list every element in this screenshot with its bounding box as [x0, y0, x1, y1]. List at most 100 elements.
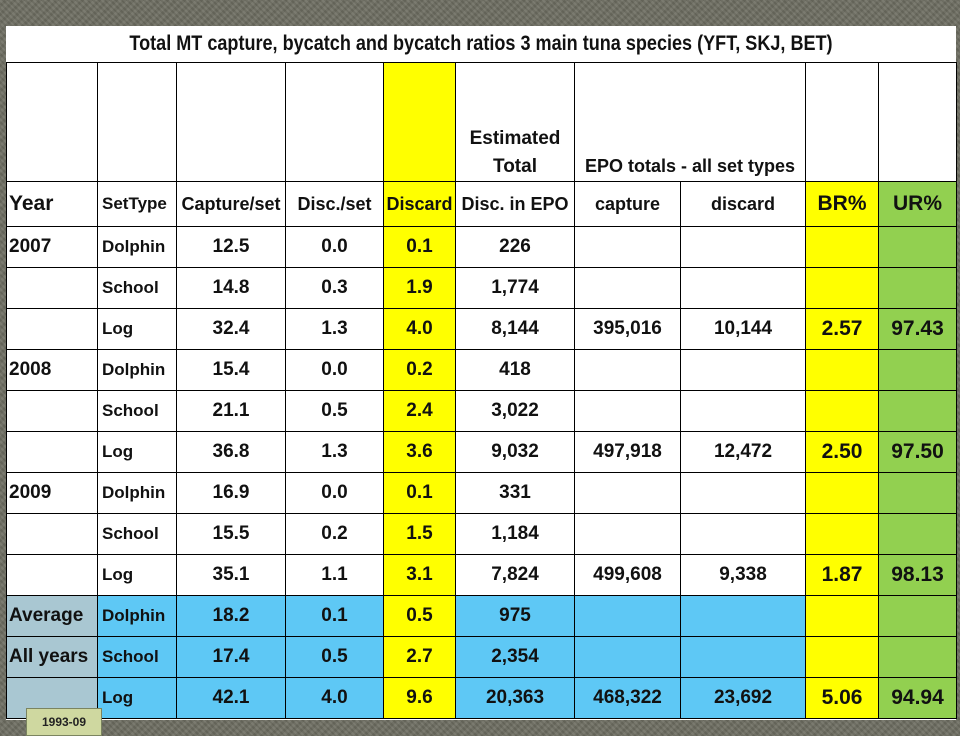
cell-capture-set: 18.2: [176, 595, 286, 637]
cell-epo-capture: 468,322: [574, 677, 681, 719]
cell-disc-epo: 7,824: [455, 554, 575, 596]
cell-br: [805, 267, 880, 309]
cell-epo-capture: [574, 636, 681, 678]
cell-disc-set: 1.3: [285, 308, 384, 350]
cell-settype: School: [97, 267, 177, 309]
header-estimated-total: Estimated Total: [455, 62, 575, 182]
cell-ur: [878, 472, 958, 514]
cell-disc-set: 4.0: [285, 677, 384, 719]
cell-epo-discard: 23,692: [679, 677, 807, 719]
header-ur: UR%: [878, 181, 958, 227]
cell-ur: 97.50: [878, 431, 958, 473]
cell-disc-set: 0.1: [285, 595, 384, 637]
cell-pct-discard: 0.1: [383, 226, 456, 268]
cell-epo-discard: [679, 472, 807, 514]
cell-epo-capture: [574, 513, 681, 555]
cell-br: 5.06: [805, 677, 880, 719]
cell-pct-discard: 2.7: [383, 636, 456, 678]
cell-br: 2.57: [805, 308, 880, 350]
cell-settype: Log: [97, 308, 177, 350]
header-estimated-line2: Total: [493, 156, 537, 177]
cell-br: [805, 226, 880, 268]
header-row-top: Estimated Total EPO totals - all set typ…: [6, 62, 958, 182]
header-row: Year SetType Capture/set Disc./set % Dis…: [6, 181, 958, 227]
cell-pct-discard: 0.5: [383, 595, 456, 637]
header-blank-year: [6, 62, 98, 182]
cell-year: [6, 513, 98, 555]
cell-ur: [878, 349, 958, 391]
cell-disc-set: 0.5: [285, 636, 384, 678]
cell-settype: Log: [97, 677, 177, 719]
cell-ur: 98.13: [878, 554, 958, 596]
cell-disc-epo: 1,774: [455, 267, 575, 309]
cell-ur: 97.43: [878, 308, 958, 350]
cell-disc-epo: 331: [455, 472, 575, 514]
table-row: Average Dolphin 18.2 0.1 0.5 975: [6, 595, 958, 637]
cell-disc-epo: 226: [455, 226, 575, 268]
cell-disc-epo: 418: [455, 349, 575, 391]
cell-capture-set: 36.8: [176, 431, 286, 473]
cell-settype: Dolphin: [97, 595, 177, 637]
cell-disc-set: 0.0: [285, 226, 384, 268]
table-row: School 15.5 0.2 1.5 1,184: [6, 513, 958, 555]
cell-disc-set: 0.5: [285, 390, 384, 432]
cell-disc-epo: 8,144: [455, 308, 575, 350]
cell-br: [805, 349, 880, 391]
cell-br: 1.87: [805, 554, 880, 596]
cell-pct-discard: 0.1: [383, 472, 456, 514]
cell-year: [6, 554, 98, 596]
cell-epo-discard: [679, 595, 807, 637]
cell-epo-capture: [574, 349, 681, 391]
cell-epo-capture: [574, 226, 681, 268]
header-pct-top: [383, 62, 456, 182]
cell-settype: Dolphin: [97, 226, 177, 268]
table-row: All years School 17.4 0.5 2.7 2,354: [6, 636, 958, 678]
cell-epo-discard: 9,338: [679, 554, 807, 596]
cell-pct-discard: 3.6: [383, 431, 456, 473]
header-capture: capture: [574, 181, 681, 227]
header-estimated-line1: Estimated: [469, 128, 561, 149]
cell-br: [805, 636, 880, 678]
cell-epo-capture: 395,016: [574, 308, 681, 350]
table-row: Log 32.4 1.3 4.0 8,144 395,016 10,144 2.57 97.43: [6, 308, 958, 350]
cell-settype: School: [97, 636, 177, 678]
header-epo-totals: EPO totals - all set types: [573, 62, 807, 182]
cell-capture-set: 12.5: [176, 226, 286, 268]
cell-epo-discard: 10,144: [679, 308, 807, 350]
cell-capture-set: 42.1: [176, 677, 286, 719]
cell-disc-epo: 975: [455, 595, 575, 637]
table-row: Log 35.1 1.1 3.1 7,824 499,608 9,338 1.87 98.13: [6, 554, 958, 596]
cell-br: [805, 595, 880, 637]
cell-disc-set: 1.1: [285, 554, 384, 596]
cell-capture-set: 15.5: [176, 513, 286, 555]
cell-epo-discard: [679, 349, 807, 391]
header-br: BR%: [805, 181, 880, 227]
cell-pct-discard: 4.0: [383, 308, 456, 350]
cell-br: [805, 390, 880, 432]
cell-year: [6, 267, 98, 309]
cell-year: 2008: [6, 349, 98, 391]
table-row: Log 42.1 4.0 9.6 20,363 468,322 23,692 5.06 94.9…: [6, 677, 958, 719]
header-settype: SetType: [97, 181, 177, 227]
cell-pct-discard: 1.9: [383, 267, 456, 309]
cell-settype: Log: [97, 431, 177, 473]
cell-year: [6, 431, 98, 473]
cell-epo-discard: [679, 513, 807, 555]
cell-disc-set: 0.2: [285, 513, 384, 555]
cell-epo-discard: [679, 636, 807, 678]
header-blank-settype: [97, 62, 177, 182]
cell-disc-epo: 2,354: [455, 636, 575, 678]
cell-year: [6, 308, 98, 350]
cell-disc-set: 1.3: [285, 431, 384, 473]
cell-pct-discard: 3.1: [383, 554, 456, 596]
header-year: Year: [6, 181, 98, 227]
cell-br: [805, 472, 880, 514]
cell-br: [805, 513, 880, 555]
cell-pct-discard: 2.4: [383, 390, 456, 432]
cell-pct-discard: 0.2: [383, 349, 456, 391]
cell-epo-capture: [574, 595, 681, 637]
header-discard: discard: [679, 181, 807, 227]
cell-br: 2.50: [805, 431, 880, 473]
cell-pct-discard: 9.6: [383, 677, 456, 719]
header-blank-ur: [878, 62, 958, 182]
